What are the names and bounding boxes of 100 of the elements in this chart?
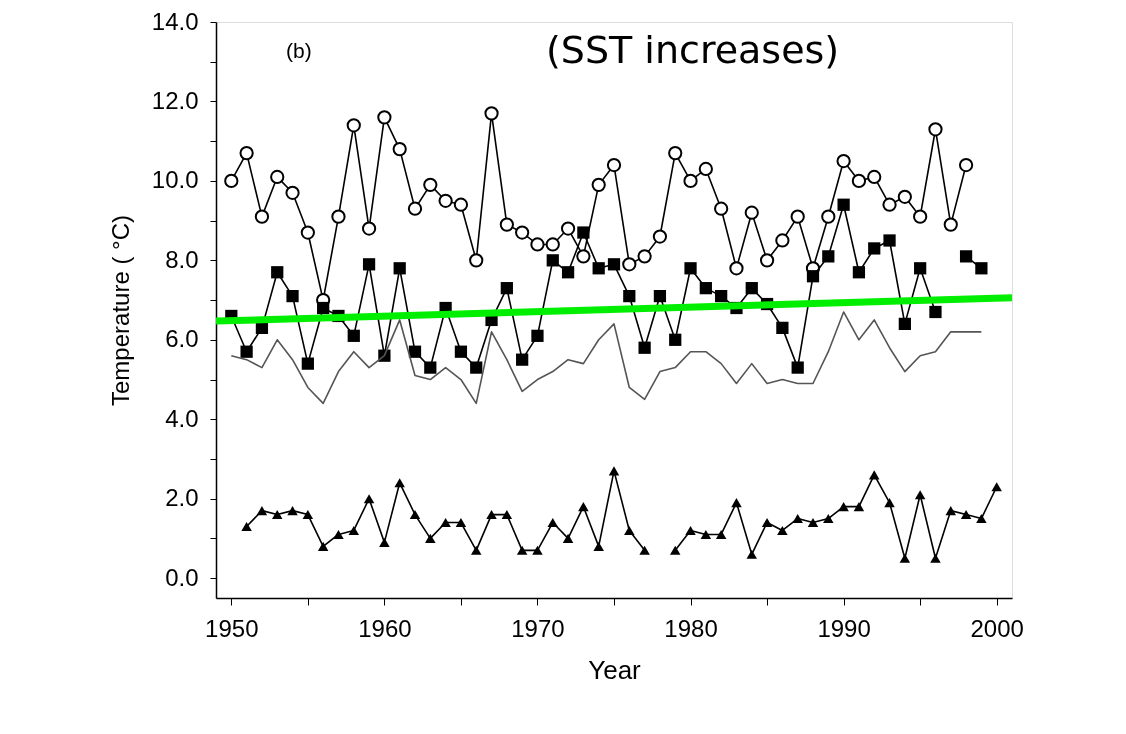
point (837, 198, 850, 211)
y-axis-title: Temperature ( °C) (106, 215, 134, 406)
point (440, 517, 451, 528)
y-tick-label: 8.0 (165, 245, 199, 273)
point (776, 321, 789, 334)
point (606, 157, 622, 173)
point (256, 506, 268, 516)
point (899, 553, 911, 563)
point (407, 201, 423, 216)
point (729, 261, 744, 276)
y-tick-label: 0.0 (165, 563, 199, 591)
point (684, 262, 697, 275)
point (302, 510, 314, 520)
point (607, 258, 621, 271)
y-tick-label: 6.0 (165, 325, 199, 353)
point (652, 229, 668, 244)
point (852, 266, 866, 279)
point (546, 254, 559, 267)
point (715, 529, 727, 539)
x-tick-label: 1990 (817, 614, 871, 642)
point (363, 494, 375, 504)
point (545, 237, 560, 252)
point (560, 221, 576, 236)
line-series (230, 311, 983, 405)
point (424, 361, 437, 374)
point (394, 478, 405, 488)
point (593, 541, 604, 551)
point (346, 118, 361, 133)
y-tick-label: 10.0 (151, 166, 199, 194)
point (270, 169, 285, 185)
point (377, 110, 392, 125)
point (531, 329, 544, 342)
point (700, 529, 712, 539)
point (348, 525, 360, 536)
point (408, 345, 422, 358)
point (592, 262, 605, 275)
point (287, 506, 298, 516)
point (914, 490, 926, 500)
point (224, 173, 239, 189)
y-tick-label: 2.0 (165, 484, 199, 512)
point (929, 305, 942, 319)
point (623, 289, 636, 303)
point (867, 169, 882, 185)
point (991, 482, 1002, 492)
point (285, 185, 300, 200)
point (669, 545, 681, 555)
point (470, 361, 483, 374)
point (516, 353, 529, 366)
point (638, 341, 651, 354)
point (853, 502, 865, 512)
point (317, 541, 329, 551)
point (561, 266, 575, 279)
point (470, 545, 482, 555)
point (945, 506, 957, 516)
point (746, 549, 758, 559)
point (530, 237, 545, 252)
point (777, 525, 788, 536)
point (453, 197, 469, 212)
point (897, 189, 912, 204)
point (960, 510, 972, 520)
point (838, 502, 849, 512)
point (254, 209, 270, 224)
point (301, 357, 314, 370)
point (438, 193, 453, 208)
point (639, 545, 650, 555)
x-tick-label: 1950 (205, 614, 259, 642)
point (913, 209, 928, 224)
point (241, 521, 252, 532)
point (791, 361, 804, 374)
point (958, 157, 974, 173)
point (455, 517, 467, 528)
point (622, 257, 637, 272)
point (300, 225, 315, 240)
point (271, 510, 283, 520)
point (501, 510, 513, 520)
point (685, 525, 696, 536)
point (532, 545, 543, 555)
point (698, 161, 713, 177)
point (577, 226, 590, 239)
annotation: (b) (286, 39, 312, 62)
point (331, 209, 346, 224)
point (898, 317, 911, 331)
point (744, 205, 759, 220)
point (975, 262, 988, 275)
point (409, 510, 421, 520)
point (239, 145, 254, 161)
point (637, 249, 652, 264)
point (317, 301, 330, 315)
point (484, 106, 499, 121)
point (516, 545, 528, 555)
annotation: (SST increases) (546, 28, 840, 72)
point (515, 225, 530, 240)
point (240, 345, 253, 358)
point (807, 517, 819, 528)
point (851, 173, 867, 189)
point (591, 177, 606, 192)
point (715, 289, 728, 303)
point (823, 514, 834, 524)
point (714, 201, 729, 216)
point (836, 153, 851, 169)
